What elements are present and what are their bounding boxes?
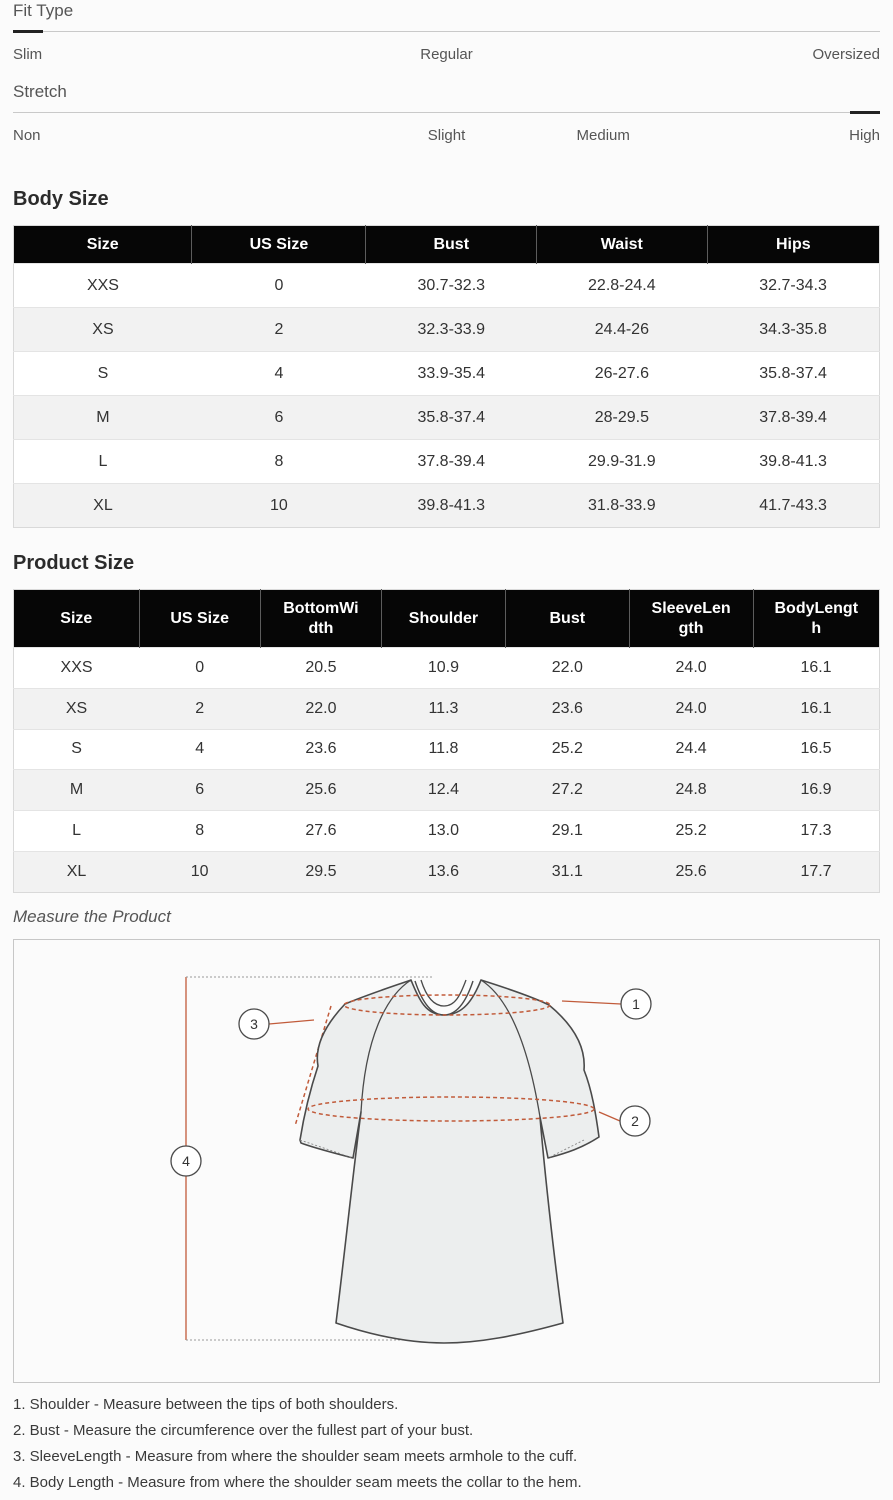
svg-text:3: 3 <box>250 1016 258 1032</box>
svg-text:4: 4 <box>182 1153 190 1169</box>
svg-text:1: 1 <box>632 996 640 1012</box>
svg-text:2: 2 <box>631 1113 639 1129</box>
